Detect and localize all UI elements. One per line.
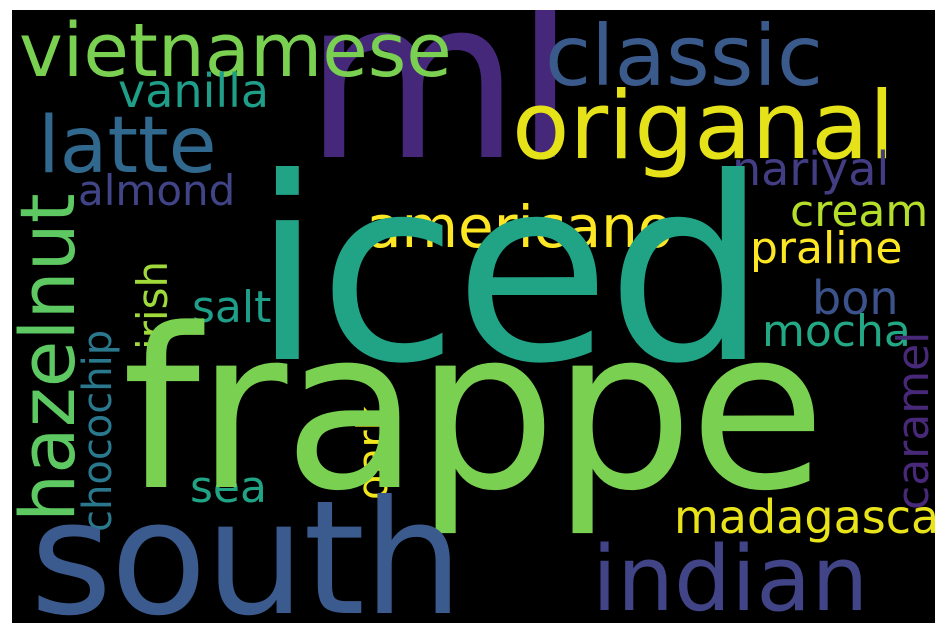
word-vanilla: vanilla	[118, 64, 270, 118]
word-ml: ml	[304, 10, 576, 210]
word-praline: praline	[750, 223, 903, 274]
word-americano: americano	[366, 193, 674, 261]
word-caramel: caramel	[888, 331, 935, 510]
word-cloud: ml vietnamese classic origanal vanilla l…	[12, 10, 935, 623]
word-salt: salt	[192, 282, 272, 333]
word-frappe: frappe	[122, 282, 826, 540]
word-mocha: mocha	[762, 306, 911, 357]
word-sea: sea	[190, 462, 267, 513]
word-almond: almond	[78, 166, 236, 215]
word-madagascar: madagascar	[674, 490, 935, 544]
word-indian: indian	[592, 527, 869, 624]
word-vietnamese: vietnamese	[19, 10, 452, 94]
word-bon: bon	[812, 271, 899, 325]
word-origanal: origanal	[512, 72, 895, 181]
word-south: south	[30, 467, 463, 623]
word-nariyal: nariyal	[732, 142, 890, 196]
word-latte: latte	[38, 101, 217, 191]
word-cream: cream	[790, 186, 929, 237]
word-classic: classic	[545, 10, 824, 105]
word-iced: iced	[252, 123, 768, 419]
